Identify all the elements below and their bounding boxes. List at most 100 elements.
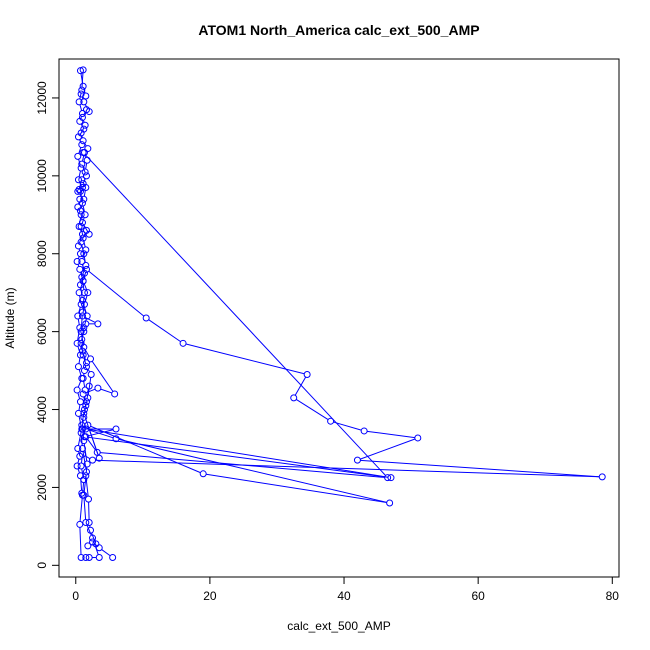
data-point (83, 312, 91, 320)
series-segment (77, 318, 80, 325)
data-point (85, 382, 93, 390)
y-tick-label: 8000 (35, 240, 49, 267)
data-point (79, 277, 87, 285)
data-point (80, 437, 88, 445)
data-point (76, 472, 84, 480)
data-point (77, 164, 85, 172)
data-point (78, 258, 86, 266)
data-point (81, 121, 89, 129)
data-point (353, 456, 361, 464)
y-tick-label: 12000 (35, 81, 49, 115)
data-point (87, 370, 95, 378)
series-segment (118, 438, 387, 503)
series-segment (81, 155, 85, 162)
series-segment (78, 416, 82, 427)
data-point (80, 250, 88, 258)
data-point (78, 141, 86, 149)
x-tick-label: 20 (203, 589, 217, 603)
data-point (75, 185, 83, 193)
x-tick-label: 80 (606, 589, 620, 603)
data-point (89, 456, 97, 464)
series-segment (81, 217, 85, 224)
x-axis: 0 20 40 60 80 (72, 576, 620, 603)
series-segment (88, 270, 145, 317)
data-point (78, 335, 86, 343)
data-point (81, 386, 89, 394)
series-segment (88, 429, 114, 439)
data-point (82, 265, 90, 273)
data-point (112, 425, 120, 433)
data-point (386, 499, 394, 507)
data-point (82, 425, 90, 433)
data-point (74, 176, 82, 184)
series-segment (81, 346, 84, 353)
series-segment (185, 343, 305, 375)
series-segment (294, 376, 307, 396)
data-point (75, 289, 83, 297)
data-point (77, 90, 85, 98)
series-segment (100, 452, 385, 478)
series-segment (79, 104, 83, 111)
data-point (75, 98, 83, 106)
series-segment (333, 421, 362, 431)
series-segment (82, 166, 86, 174)
data-point (84, 394, 92, 402)
data-point (82, 261, 90, 269)
data-point (290, 394, 298, 402)
x-axis-label: calc_ext_500_AMP (287, 619, 390, 633)
series-segment (82, 451, 87, 469)
data-point (85, 554, 93, 562)
series-segment (79, 498, 83, 522)
series-segment (100, 388, 112, 394)
series-segment (81, 72, 84, 88)
data-point (74, 133, 82, 141)
data-point (199, 470, 207, 478)
data-point (384, 474, 392, 482)
data-point (76, 452, 84, 460)
data-point (81, 211, 89, 219)
data-point (78, 184, 86, 192)
series-segment (83, 498, 87, 520)
series-segment (101, 549, 111, 557)
data-point (74, 312, 82, 320)
series-segment (367, 430, 415, 439)
data-point (85, 230, 93, 238)
data-point (77, 300, 85, 308)
series-segment (77, 380, 82, 388)
y-axis-label: Altitude (m) (3, 287, 17, 348)
series-segment (206, 473, 387, 504)
data-point (80, 367, 88, 375)
data-point (82, 246, 90, 254)
series-segment (80, 275, 84, 283)
chart-title: ATOM1 North_America calc_ext_500_AMP (198, 22, 479, 38)
series-segment (83, 272, 87, 279)
data-point (327, 417, 335, 425)
x-tick-label: 40 (337, 589, 351, 603)
series-segment (87, 377, 92, 395)
series-segment (82, 307, 85, 314)
data-point (82, 320, 90, 328)
series-segment (87, 368, 91, 373)
series-segment (77, 330, 80, 341)
data-point (77, 554, 85, 562)
data-point (109, 554, 117, 562)
data-point (80, 328, 88, 336)
series-segment (95, 459, 600, 478)
series-segment (79, 283, 83, 291)
data-point (78, 347, 86, 355)
series-segment (84, 316, 96, 323)
data-point (78, 308, 86, 316)
series-segment (84, 416, 99, 456)
data-point (76, 195, 84, 203)
data-point (76, 351, 84, 359)
data-point (95, 554, 103, 562)
data-point (78, 160, 86, 168)
data-point (73, 258, 81, 266)
series-segment (84, 455, 91, 460)
data-point (74, 242, 82, 250)
series-segment (82, 205, 85, 212)
data-point (73, 386, 81, 394)
data-point (79, 137, 87, 145)
series-segment (91, 361, 114, 392)
